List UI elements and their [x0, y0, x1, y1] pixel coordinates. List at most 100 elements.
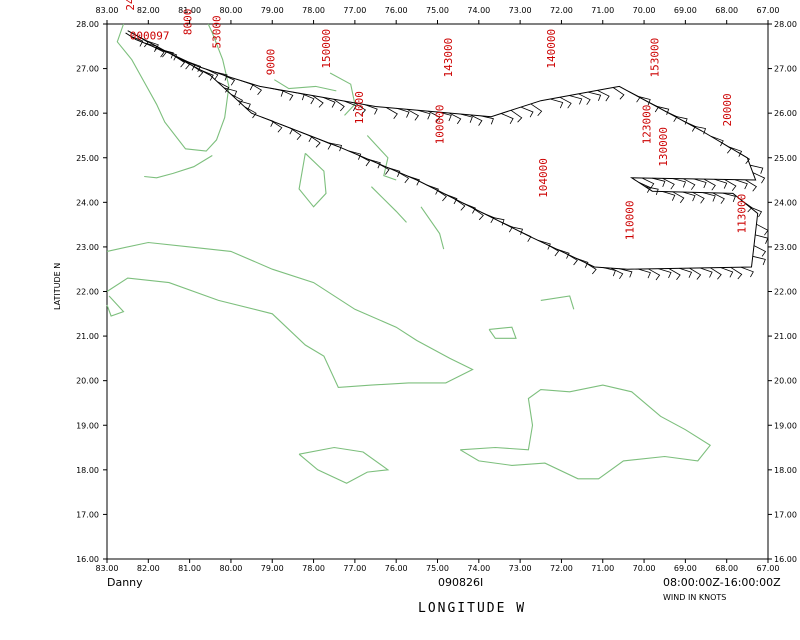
y-tick-label-right: 16.00 — [774, 555, 797, 564]
x-tick-label-top: 82.00 — [137, 6, 160, 15]
wind-barb — [280, 89, 294, 101]
wind-barb — [435, 188, 447, 202]
wind-barb — [261, 116, 274, 127]
y-tick-label-left: 17.00 — [76, 510, 99, 519]
andros-island — [298, 152, 327, 208]
wind-barb — [152, 45, 165, 58]
wind-barb — [662, 191, 676, 201]
wind-barb — [206, 68, 219, 81]
x-tick-label-bottom: 80.00 — [219, 564, 242, 573]
x-tick-label-bottom: 76.00 — [385, 564, 408, 573]
y-tick-label-left: 22.00 — [76, 288, 99, 297]
wind-barb — [438, 111, 452, 122]
wind-barb — [318, 138, 332, 150]
map-frame — [106, 23, 769, 560]
axis-ticks: 83.00 83.00 82.00 82.00 81.00 81.00 80.00 80.00… — [76, 6, 797, 573]
wind-barb — [699, 267, 713, 278]
wind-barb — [719, 141, 732, 154]
x-tick-label-bottom: 72.00 — [550, 564, 573, 573]
wind-barb — [459, 113, 473, 123]
y-tick-label-right: 22.00 — [774, 288, 797, 297]
wind-barb — [559, 96, 572, 109]
altitude-label: 130000 — [657, 127, 670, 167]
wind-barb — [299, 131, 313, 142]
wind-barb — [683, 178, 696, 190]
x-tick-label-top: 75.00 — [426, 6, 449, 15]
x-tick-label-top: 78.00 — [302, 6, 325, 15]
wind-barb — [738, 152, 750, 165]
wind-barb — [682, 191, 696, 202]
wind-barb — [714, 178, 728, 189]
wind-barb — [724, 179, 737, 192]
storm-name: Danny — [107, 576, 143, 589]
altitude-label: 8000 — [182, 9, 195, 36]
wind-barb — [357, 154, 371, 167]
x-tick-label-bottom: 81.00 — [178, 564, 201, 573]
wind-barb — [182, 60, 196, 71]
x-tick-label-top: 74.00 — [467, 6, 490, 15]
caicos-islands — [540, 295, 575, 310]
hispaniola-coast — [459, 384, 712, 480]
wind-barb — [309, 135, 321, 148]
x-tick-label-top: 72.00 — [550, 6, 573, 15]
cuba-coast — [106, 241, 474, 388]
wind-barb — [472, 207, 484, 221]
y-tick-label-right: 24.00 — [774, 198, 797, 207]
wind-barb — [720, 267, 734, 278]
x-tick-label-top: 83.00 — [96, 6, 119, 15]
wind-barb — [655, 105, 670, 115]
wind-barb — [364, 104, 378, 115]
plot-border — [106, 23, 769, 560]
altitude-label: 153000 — [649, 38, 662, 78]
wind-barb — [689, 267, 702, 280]
y-tick-label-left: 24.00 — [76, 198, 99, 207]
wind-barb — [734, 179, 748, 190]
wind-barb — [645, 186, 659, 196]
wind-barb — [145, 40, 159, 51]
x-tick-label-bottom: 83.00 — [96, 564, 119, 573]
long-island — [420, 206, 445, 250]
wind-barb — [518, 230, 532, 242]
altitude-label: 9000 — [264, 49, 277, 76]
wind-barb — [702, 192, 716, 202]
x-tick-label-top: 69.00 — [674, 6, 697, 15]
wind-barb — [385, 107, 398, 119]
wind-barb — [328, 142, 343, 152]
y-tick-label-right: 20.00 — [774, 377, 797, 386]
wind-barb — [480, 115, 494, 125]
wind-barb — [520, 106, 534, 118]
wind-barb — [191, 65, 204, 78]
y-tick-label-left: 16.00 — [76, 555, 99, 564]
altitude-label: 113000 — [735, 194, 748, 234]
wind-barb — [354, 102, 366, 115]
altitude-label: 20000 — [721, 93, 734, 126]
x-tick-label-top: 77.00 — [343, 6, 366, 15]
wind-barb — [396, 107, 410, 118]
wind-barb — [556, 248, 570, 259]
y-tick-label-left: 25.00 — [76, 154, 99, 163]
wind-barb — [509, 226, 524, 235]
x-tick-label-top: 73.00 — [509, 6, 532, 15]
coastlines — [106, 23, 712, 484]
wind-barb — [223, 87, 238, 97]
wind-barb — [597, 90, 610, 102]
x-tick-label-bottom: 68.00 — [715, 564, 738, 573]
wind-barb — [406, 108, 419, 121]
wind-barb — [658, 268, 672, 279]
wind-barb — [500, 113, 514, 124]
florida-keys — [144, 155, 213, 179]
time-range: 08:00:00Z-16:00:00Z — [663, 576, 781, 589]
wind-barb — [481, 212, 495, 224]
altitude-label: 104000 — [537, 158, 550, 198]
y-tick-label-left: 26.00 — [76, 109, 99, 118]
wind-barb — [280, 123, 294, 135]
wind-barb — [270, 120, 283, 133]
wind-barb — [692, 191, 705, 204]
x-tick-label-bottom: 70.00 — [633, 564, 656, 573]
altitude-label: 12000 — [353, 91, 366, 124]
wind-barb — [703, 178, 716, 191]
wind-barb — [237, 100, 251, 110]
x-tick-label-top: 68.00 — [715, 6, 738, 15]
y-tick-label-left: 18.00 — [76, 466, 99, 475]
y-tick-label-right: 23.00 — [774, 243, 797, 252]
